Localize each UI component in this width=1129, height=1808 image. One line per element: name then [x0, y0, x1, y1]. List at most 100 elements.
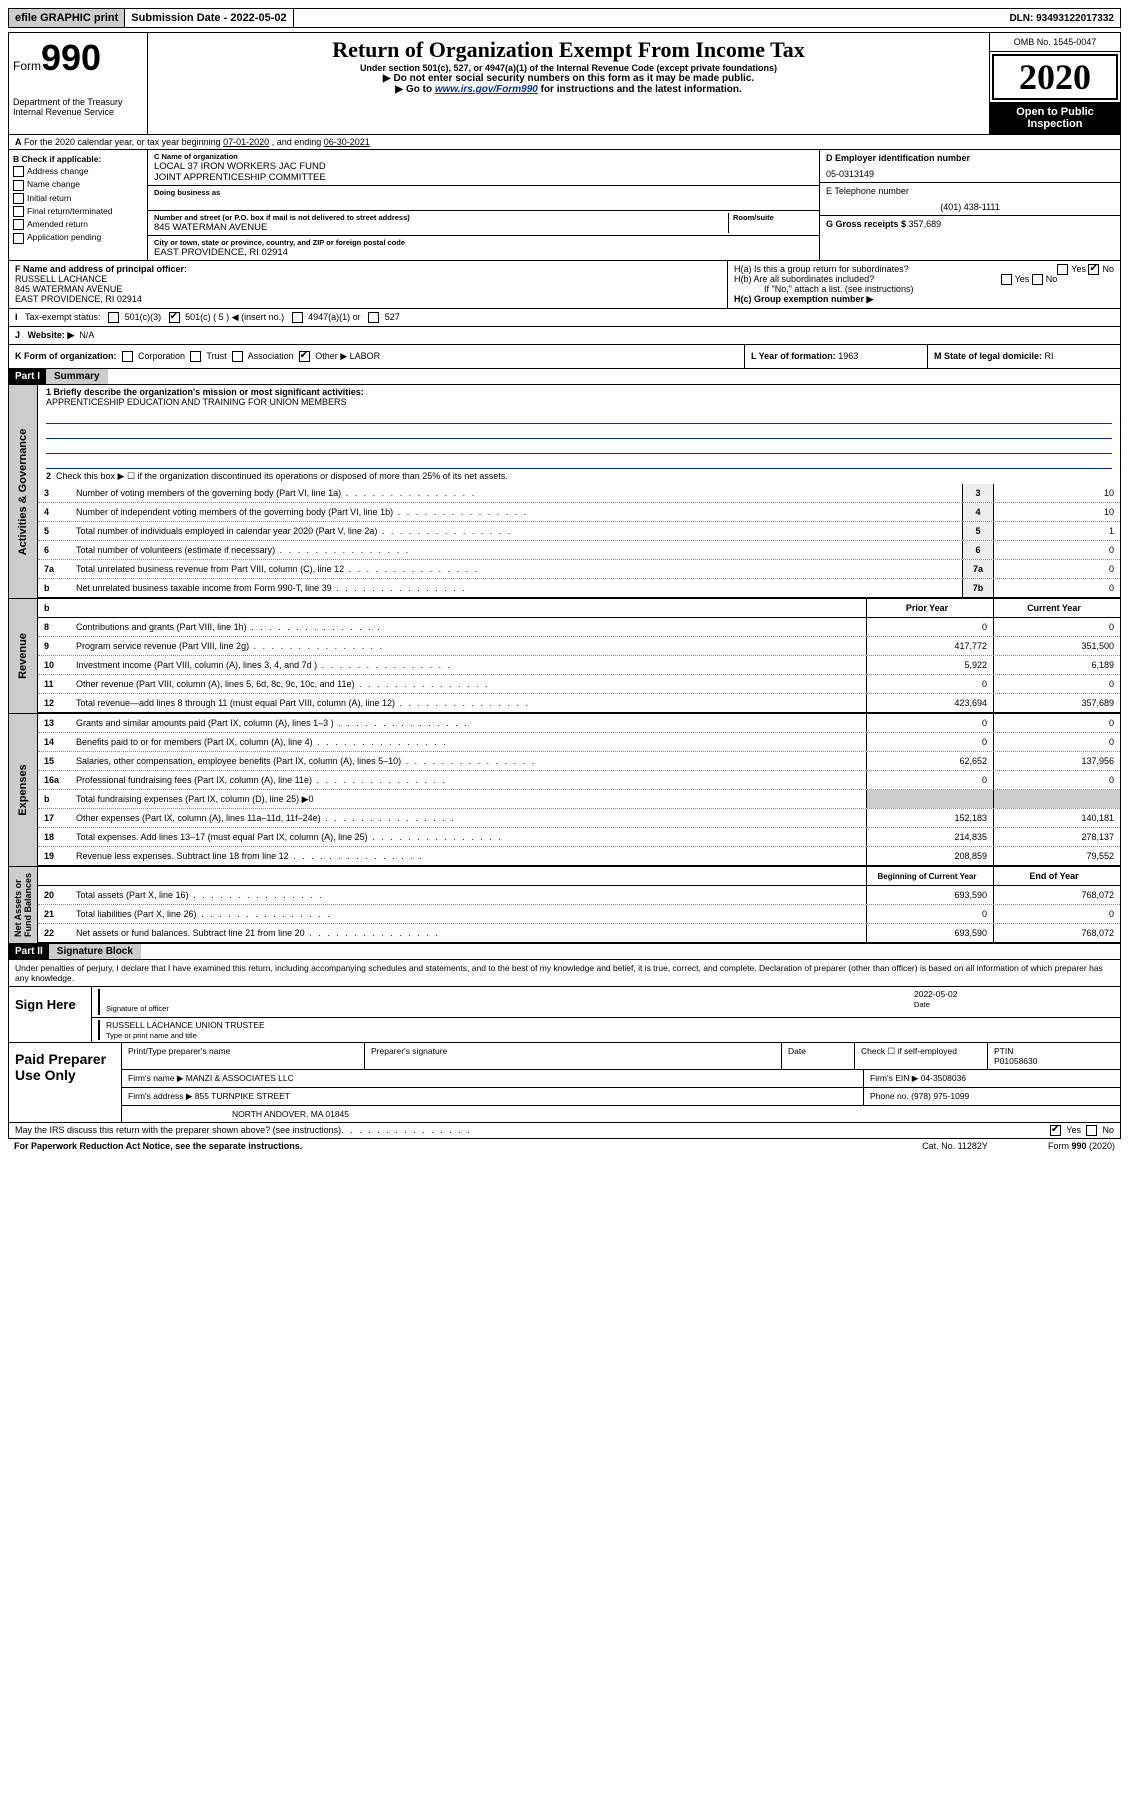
submission-date: Submission Date - 2022-05-02	[125, 9, 293, 27]
preparer-row-3: Firm's address ▶ 855 TURNPIKE STREET Pho…	[122, 1088, 1120, 1106]
checkbox-other[interactable]	[299, 351, 310, 362]
officer-addr2: EAST PROVIDENCE, RI 02914	[15, 294, 721, 304]
line-num: 7a	[38, 564, 72, 574]
topbar-spacer	[294, 15, 1004, 21]
checkbox-ha-no[interactable]	[1088, 264, 1099, 275]
q1-block: 1 Briefly describe the organization's mi…	[38, 385, 1120, 409]
discuss-text: May the IRS discuss this return with the…	[15, 1125, 341, 1136]
org-name-1: LOCAL 37 IRON WORKERS JAC FUND	[154, 161, 813, 172]
prior-value: 62,652	[866, 752, 993, 770]
money-line: bTotal fundraising expenses (Part IX, co…	[38, 790, 1120, 809]
firm-addr-label: Firm's address ▶	[128, 1091, 195, 1101]
checkbox-527[interactable]	[368, 312, 379, 323]
prior-value: 0	[866, 675, 993, 693]
irs-link[interactable]: www.irs.gov/Form990	[435, 84, 538, 95]
prior-year-header: Prior Year	[866, 599, 993, 617]
line-num: 9	[38, 641, 72, 651]
line-cellnum: 3	[962, 484, 993, 502]
opt-trust: Trust	[206, 351, 226, 361]
ein-value: 05-0313149	[826, 169, 1114, 179]
checkbox-trust[interactable]	[190, 351, 201, 362]
checkbox-address-change[interactable]	[13, 166, 24, 177]
net-assets-section: Net Assets orFund Balances Beginning of …	[8, 867, 1121, 944]
opt-final-return: Final return/terminated	[27, 206, 113, 216]
header-mid: Return of Organization Exempt From Incom…	[148, 33, 989, 134]
line-num: 14	[38, 737, 72, 747]
city-label: City or town, state or province, country…	[154, 238, 813, 247]
form-word: Form	[13, 59, 41, 73]
goto-post: for instructions and the latest informat…	[538, 84, 742, 95]
year-formation: L Year of formation: 1963	[744, 345, 927, 368]
firm-addr2: NORTH ANDOVER, MA 01845	[122, 1106, 1120, 1122]
prior-value: 152,183	[866, 809, 993, 827]
checkbox-4947[interactable]	[292, 312, 303, 323]
h-group-return: H(a) Is this a group return for subordin…	[727, 261, 1120, 308]
checkbox-501c3[interactable]	[108, 312, 119, 323]
submission-date-label: Submission Date -	[131, 12, 230, 24]
line-cellnum: 4	[962, 503, 993, 521]
form-990-number: 990	[41, 37, 101, 78]
dba-label: Doing business as	[154, 188, 813, 197]
open-public-badge: Open to Public Inspection	[990, 102, 1120, 134]
checkbox-initial-return[interactable]	[13, 193, 24, 204]
exp-table-body: 13Grants and similar amounts paid (Part …	[38, 714, 1120, 866]
checkbox-ha-yes[interactable]	[1057, 264, 1068, 275]
sign-here-label: Sign Here	[9, 987, 92, 1042]
col-d-ein-phone: D Employer identification number 05-0313…	[819, 150, 1120, 260]
row-a-mid: , and ending	[269, 137, 324, 147]
checkbox-amended-return[interactable]	[13, 219, 24, 230]
paid-preparer-section: Paid Preparer Use Only Print/Type prepar…	[8, 1043, 1121, 1123]
h-b2: If "No," attach a list. (see instruction…	[734, 284, 1114, 294]
line-value: 1	[993, 522, 1120, 540]
opt-501c: 501(c) ( 5 ) ◀ (insert no.)	[185, 312, 284, 322]
line-desc: Total assets (Part X, line 16)	[72, 888, 866, 902]
officer-addr1: 845 WATERMAN AVENUE	[15, 284, 721, 294]
sign-fields: Signature of officer 2022-05-02 Date RUS…	[92, 987, 1120, 1042]
checkbox-501c[interactable]	[169, 312, 180, 323]
submission-date-value: 2022-05-02	[230, 12, 286, 24]
date-label: Date	[914, 1000, 930, 1009]
gov-line: 7aTotal unrelated business revenue from …	[38, 560, 1120, 579]
self-employed-check: Check ☐ if self-employed	[855, 1043, 988, 1069]
row-a-tax-year: A For the 2020 calendar year, or tax yea…	[8, 135, 1121, 150]
end-year-header: End of Year	[993, 867, 1120, 885]
prior-value: 693,590	[866, 924, 993, 942]
prior-value: 423,694	[866, 694, 993, 712]
money-line: 11Other revenue (Part VIII, column (A), …	[38, 675, 1120, 694]
expenses-section: Expenses 13Grants and similar amounts pa…	[8, 714, 1121, 867]
line-desc: Program service revenue (Part VIII, line…	[72, 639, 866, 653]
checkbox-assoc[interactable]	[232, 351, 243, 362]
line-num: 21	[38, 909, 72, 919]
prior-value: 0	[866, 618, 993, 636]
current-value: 278,137	[993, 828, 1120, 846]
current-value: 0	[993, 771, 1120, 789]
org-name-cell: C Name of organization LOCAL 37 IRON WOR…	[148, 150, 819, 186]
gov-line: bNet unrelated business taxable income f…	[38, 579, 1120, 598]
checkbox-hb-yes[interactable]	[1001, 274, 1012, 285]
notice-text: For Paperwork Reduction Act Notice, see …	[14, 1141, 302, 1151]
checkbox-application-pending[interactable]	[13, 233, 24, 244]
vtab-revenue: Revenue	[9, 599, 38, 713]
street-address: 845 WATERMAN AVENUE	[154, 222, 728, 233]
line-desc: Total number of individuals employed in …	[72, 524, 962, 538]
phone-label: E Telephone number	[826, 186, 1114, 196]
ptin-value: P01058630	[994, 1056, 1038, 1066]
print-name-label: Type or print name and title	[106, 1031, 197, 1040]
rev-hdr-desc	[72, 606, 866, 610]
checkbox-final-return[interactable]	[13, 206, 24, 217]
line-desc: Total number of volunteers (estimate if …	[72, 543, 962, 557]
line-desc: Professional fundraising fees (Part IX, …	[72, 773, 866, 787]
form-label: Form	[1048, 1141, 1072, 1151]
goto-pre: Go to	[406, 84, 435, 95]
checkbox-hb-no[interactable]	[1032, 274, 1043, 285]
sign-here-row: Sign Here Signature of officer 2022-05-0…	[9, 987, 1120, 1042]
line-num: 11	[38, 679, 72, 689]
opt-address-change: Address change	[27, 166, 88, 176]
org-name-2: JOINT APPRENTICESHIP COMMITTEE	[154, 172, 813, 183]
checkbox-discuss-yes[interactable]	[1050, 1125, 1061, 1136]
prior-value	[866, 790, 993, 808]
checkbox-discuss-no[interactable]	[1086, 1125, 1097, 1136]
checkbox-corp[interactable]	[122, 351, 133, 362]
efile-print-button[interactable]: efile GRAPHIC print	[9, 9, 125, 27]
checkbox-name-change[interactable]	[13, 180, 24, 191]
